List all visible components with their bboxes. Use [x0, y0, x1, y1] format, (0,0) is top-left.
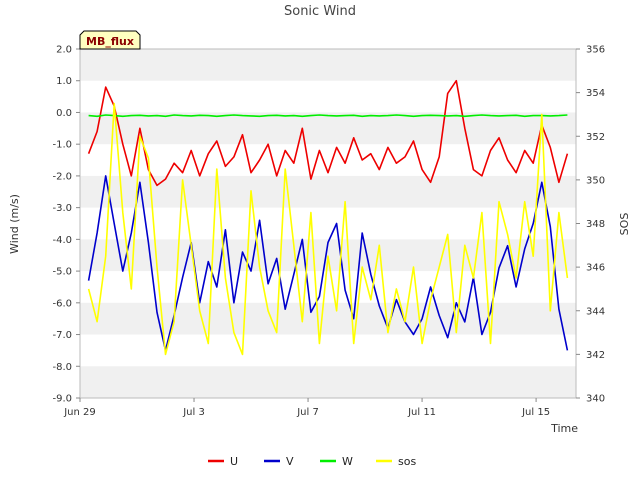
- y-tick-label: 1.0: [56, 76, 72, 87]
- plot-band: [80, 112, 576, 145]
- series-line-v: [87, 175, 569, 352]
- y2-tick-label: 350: [586, 175, 605, 186]
- legend-label-w: W: [342, 455, 353, 468]
- x-tick-label: Jul 11: [407, 407, 436, 418]
- legend-label-u: U: [230, 455, 238, 468]
- y2-tick-label: 340: [586, 394, 605, 405]
- y-tick-label: -4.0: [52, 235, 72, 246]
- y2-axis-label: SOS: [618, 213, 631, 236]
- series-lines: [87, 79, 569, 356]
- chart-title: Sonic Wind: [284, 4, 356, 19]
- y2-tick-label: 344: [586, 306, 605, 317]
- x-tick-label: Jul 15: [521, 407, 550, 418]
- series-line-u: [87, 79, 569, 187]
- plot-band: [80, 366, 576, 398]
- y-tick-label: -7.0: [52, 330, 72, 341]
- x-tick-label: Jul 7: [296, 407, 319, 418]
- y-tick-label: -3.0: [52, 203, 72, 214]
- legend-label-v: V: [286, 455, 294, 468]
- y2-tick-label: 352: [586, 132, 605, 143]
- x-axis-label: Time: [550, 422, 578, 435]
- y2-tick-label: 346: [586, 263, 605, 274]
- y-axis-label: Wind (m/s): [8, 194, 21, 254]
- x-tick-label: Jul 3: [182, 407, 205, 418]
- y-tick-label: -2.0: [52, 171, 72, 182]
- y-tick-label: -8.0: [52, 362, 72, 373]
- x-axis-ticks: Jun 29 Jul 3 Jul 7 Jul 11 Jul 15: [63, 398, 550, 418]
- plot-band: [80, 49, 576, 81]
- x-tick-label: Jun 29: [63, 407, 96, 418]
- badge-label: MB_flux: [86, 35, 134, 48]
- plot-area-border: [79, 48, 577, 399]
- y2-tick-label: 356: [586, 45, 605, 56]
- y-tick-label: -6.0: [52, 298, 72, 309]
- y-tick-label: -5.0: [52, 267, 72, 278]
- y2-tick-label: 348: [586, 219, 605, 230]
- plot-band: [80, 302, 576, 335]
- badge: MB_flux: [79, 30, 141, 50]
- y-axis-ticks: -9.0 -8.0 -7.0 -6.0 -5.0 -4.0 -3.0 -2.0 -1.0 0.0 1…: [52, 45, 80, 405]
- y2-axis-ticks: 340 342 344 346 348 350 352 354 356: [576, 45, 605, 405]
- badge-box: [79, 30, 141, 50]
- legend-label-sos: sos: [398, 455, 416, 468]
- y2-tick-label: 354: [586, 88, 605, 99]
- series-line-w: [88, 114, 568, 118]
- y-tick-label: -1.0: [52, 140, 72, 151]
- y-tick-label: 0.0: [56, 108, 72, 119]
- plot-bands: [80, 49, 576, 398]
- y-tick-label: -9.0: [52, 394, 72, 405]
- y-tick-label: 2.0: [56, 45, 72, 56]
- series-line-sos: [87, 102, 569, 356]
- y2-tick-label: 342: [586, 350, 605, 361]
